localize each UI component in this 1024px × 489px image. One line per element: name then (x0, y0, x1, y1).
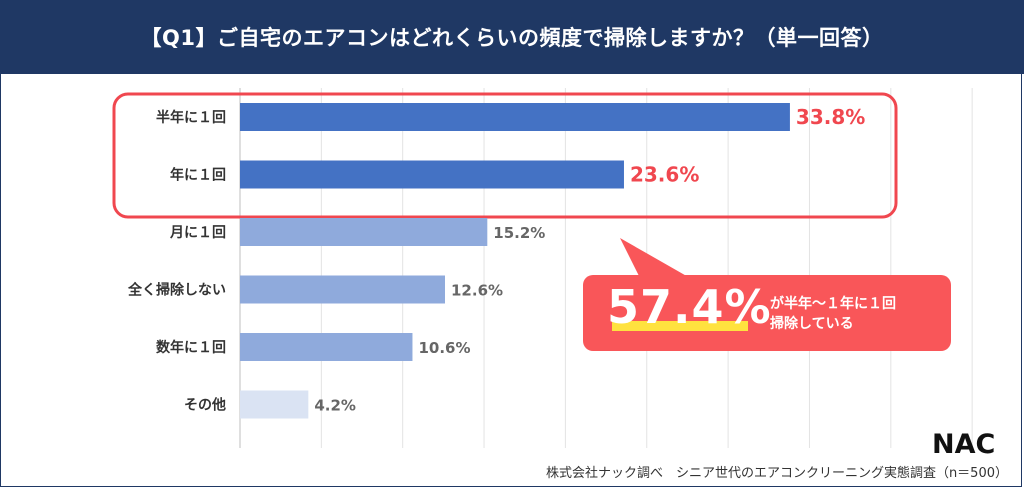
source-note: 株式会社ナック調べ シニア世代のエアコンクリーニング実態調査（n＝500） (545, 466, 1008, 481)
title-banner: 【Q1】ご自宅のエアコンはどれくらいの頻度で掃除しますか？（単一回答） (0, 0, 1024, 74)
bar (240, 390, 309, 419)
highlight-box (112, 92, 898, 219)
logo-text: NAC (932, 430, 995, 456)
value-label: 4.2% (314, 397, 356, 415)
callout-percentage: 57.4% (607, 280, 772, 334)
value-label: 33.8% (796, 105, 865, 129)
value-label: 23.6% (630, 163, 699, 187)
callout-box (583, 275, 951, 351)
bar (240, 218, 488, 246)
value-label: 10.6% (418, 339, 470, 357)
callout-text: が半年〜１年に１回 掃除している (770, 294, 896, 334)
bar (240, 103, 790, 131)
callout-underline (612, 321, 748, 331)
chart-title: 【Q1】ご自宅のエアコンはどれくらいの頻度で掃除しますか？（単一回答） (140, 26, 884, 50)
nac-logo: NAC (932, 430, 995, 456)
value-label: 12.6% (451, 282, 503, 300)
category-label: 全く掃除しない (127, 282, 226, 299)
callout-line-2: 掃除している (770, 316, 854, 332)
category-label: その他 (184, 397, 226, 414)
category-label: 半年に１回 (156, 109, 226, 126)
bar (240, 275, 446, 304)
category-label: 年に１回 (170, 167, 226, 184)
value-label: 15.2% (493, 224, 545, 242)
bar (240, 160, 624, 189)
category-label: 月に１回 (169, 225, 226, 241)
callout-pointer (620, 238, 690, 278)
category-label: 数年に１回 (156, 339, 226, 356)
callout-line-1: が半年〜１年に１回 (770, 296, 896, 312)
bar (240, 333, 413, 361)
